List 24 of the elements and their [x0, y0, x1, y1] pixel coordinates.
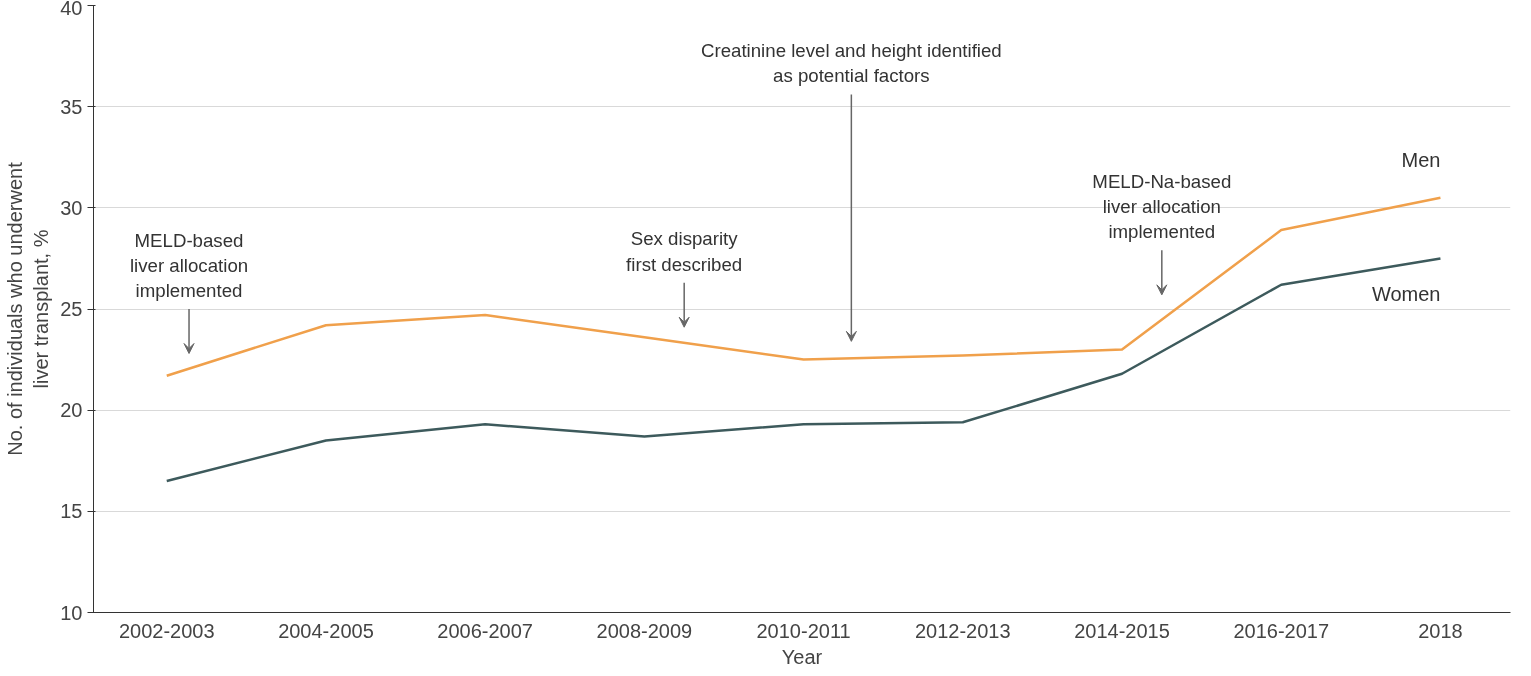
x-tick-label: 2012-2013	[914, 619, 1011, 642]
x-tick-label: 2018	[1418, 619, 1463, 642]
y-tick-label: 10	[60, 601, 83, 624]
x-tick-label: 2014-2015	[1074, 619, 1170, 642]
series-label: Women	[1371, 282, 1441, 305]
y-tick-label: 25	[60, 298, 83, 320]
y-tick-label: 15	[60, 500, 83, 523]
series-label: Men	[1401, 149, 1441, 172]
y-tick-label: 30	[60, 196, 83, 219]
annotation: MELD-Na-based liver allocation implemented	[1092, 170, 1232, 243]
y-tick-label: 20	[60, 399, 83, 422]
x-tick-label: 2002-2003	[118, 619, 215, 642]
annotation: Sex disparity first described	[626, 228, 743, 275]
x-tick-label: 2008-2009	[596, 619, 693, 642]
y-tick-label: 35	[60, 95, 83, 118]
y-axis-title: No. of individuals who underwent liver transplant, %	[3, 161, 53, 456]
y-tick-label: 40	[60, 0, 83, 19]
x-tick-label: 2006-2007	[437, 619, 533, 642]
x-tick-label: 2010-2011	[756, 619, 851, 642]
annotation: MELD-based liver allocation implemented	[129, 229, 249, 301]
x-tick-label: 2004-2005	[278, 619, 374, 642]
x-axis-title: Year	[781, 645, 823, 668]
annotation: Creatinine level and height identified as potential factors	[700, 40, 1002, 87]
x-tick-label: 2016-2017	[1233, 619, 1330, 642]
